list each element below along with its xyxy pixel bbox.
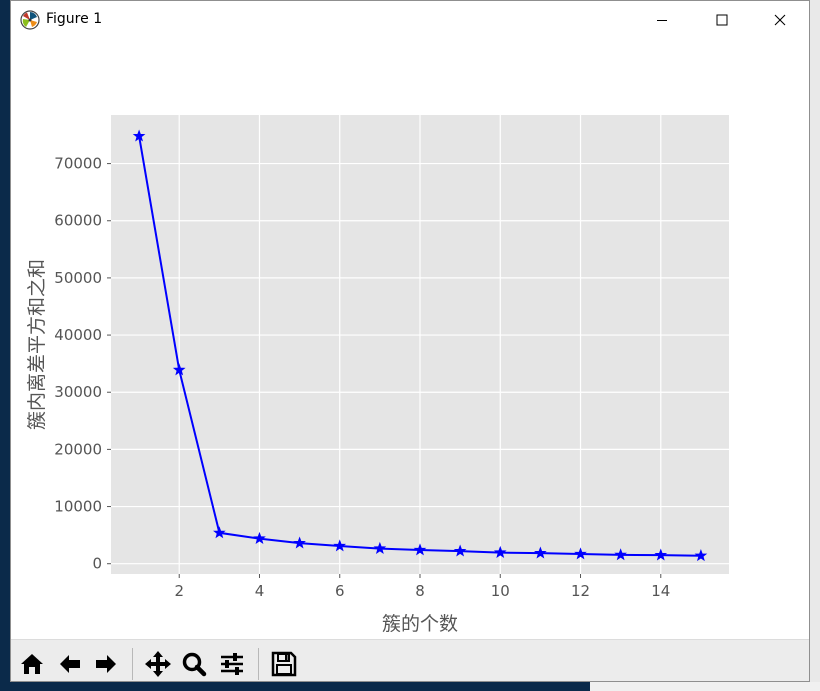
y-tick-label: 40000: [54, 326, 102, 344]
data-point-star: [614, 548, 627, 561]
window-title: Figure 1: [46, 11, 103, 27]
pan-button[interactable]: [141, 647, 175, 680]
data-point-star: [172, 363, 186, 376]
data-point-star: [132, 129, 146, 142]
x-tick-label: 8: [415, 582, 425, 600]
magnifier-icon: [182, 652, 207, 676]
y-axis-label: 簇内离差平方和之和: [26, 259, 48, 430]
y-tick-label: 20000: [54, 440, 102, 458]
move-icon: [145, 650, 171, 677]
data-point-star: [453, 544, 467, 557]
desktop-background-bottom: [0, 680, 590, 691]
configure-subplots-button[interactable]: [215, 647, 249, 680]
x-tick-label: 10: [491, 582, 510, 600]
data-point-star: [213, 526, 226, 539]
data-point-star: [654, 548, 668, 561]
background-window-edge: [810, 0, 820, 691]
y-tick-label: 70000: [54, 155, 102, 173]
data-point-star: [373, 541, 387, 554]
data-point-star: [253, 531, 266, 544]
desktop-background: [0, 0, 10, 691]
close-button[interactable]: [757, 1, 803, 39]
maximize-button[interactable]: [699, 1, 745, 39]
forward-button[interactable]: [89, 647, 123, 680]
x-tick-label: 14: [651, 582, 670, 600]
save-button[interactable]: [267, 647, 301, 680]
data-point-star: [493, 545, 507, 558]
y-tick-label: 0: [92, 555, 102, 573]
navigation-toolbar: [11, 639, 809, 681]
data-point-star: [333, 539, 347, 552]
y-tick-label: 60000: [54, 212, 102, 230]
y-tick-label: 10000: [54, 498, 102, 516]
data-point-star: [293, 536, 306, 549]
arrow-left-icon: [60, 654, 80, 673]
x-axis-label: 簇的个数: [382, 613, 458, 635]
back-button[interactable]: [53, 647, 87, 680]
x-tick-label: 2: [174, 582, 184, 600]
line-chart[interactable]: 2 4 6 8 10 12 14 0 10000 20000 30000 40000 50000 6000…: [11, 39, 809, 639]
background-window-bottom: [590, 682, 820, 691]
data-point-star: [534, 546, 547, 559]
figure-window: Figure 1 2 4 6 8 10 12 14 0 10000 20000 30000 40000…: [10, 0, 810, 682]
data-point-star: [574, 547, 587, 560]
figure-canvas[interactable]: 2 4 6 8 10 12 14 0 10000 20000 30000 40000 50000 6000…: [11, 39, 809, 639]
minimize-icon: [657, 20, 667, 21]
home-icon: [21, 653, 43, 674]
title-bar[interactable]: Figure 1: [11, 1, 809, 39]
x-tick-label: 4: [255, 582, 265, 600]
close-icon: [774, 14, 786, 26]
toolbar-separator: [132, 648, 133, 680]
data-point-star: [694, 549, 708, 562]
y-tick-label: 30000: [54, 383, 102, 401]
minimize-button[interactable]: [639, 1, 685, 39]
data-point-star: [413, 543, 427, 556]
x-tick-label: 6: [335, 582, 345, 600]
floppy-disk-icon: [271, 651, 297, 676]
zoom-button[interactable]: [177, 647, 211, 680]
toolbar-separator: [258, 648, 259, 680]
maximize-icon: [716, 14, 728, 26]
home-button[interactable]: [15, 647, 49, 680]
sliders-icon: [221, 652, 243, 675]
x-tick-label: 12: [571, 582, 590, 600]
arrow-right-icon: [96, 654, 116, 673]
matplotlib-logo-icon: [20, 10, 40, 30]
y-tick-label: 50000: [54, 269, 102, 287]
